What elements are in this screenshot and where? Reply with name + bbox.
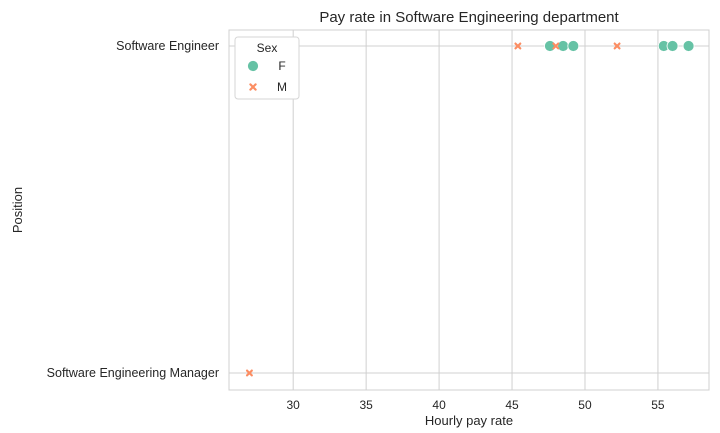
y-category-label: Software Engineer [116, 39, 219, 53]
x-tick-label: 50 [578, 398, 592, 412]
legend-marker-m [249, 83, 257, 91]
data-point-f [666, 40, 679, 52]
data-point-m [245, 369, 253, 377]
data-point-f [567, 40, 580, 52]
legend-label: F [278, 59, 285, 73]
data-point-f [544, 40, 556, 52]
x-tick-label: 55 [651, 398, 665, 412]
y-axis-label: Position [10, 187, 25, 233]
x-tick-label: 30 [287, 398, 301, 412]
x-tick-label: 45 [505, 398, 519, 412]
x-tick-label: 35 [359, 398, 373, 412]
plot-frame [228, 29, 710, 391]
grid [229, 30, 709, 390]
legend-items: FM [247, 59, 287, 94]
y-category-label: Software Engineering Manager [47, 366, 219, 380]
data-point-f [557, 40, 570, 52]
data-point-m [514, 42, 522, 50]
x-tick-label: 40 [432, 398, 446, 412]
legend-marker-f [247, 60, 259, 72]
legend: Sex FM [234, 36, 300, 100]
legend-label: M [277, 80, 287, 94]
x-tick-labels: 30 35 40 45 50 55 [287, 398, 665, 412]
y-category-labels: Software Engineer Software Engineering Ma… [47, 39, 219, 380]
data-point-m [613, 42, 621, 50]
chart-title: Pay rate in Software Engineering departm… [319, 9, 619, 26]
data-point-f [682, 40, 695, 52]
x-axis-label: Hourly pay rate [425, 413, 513, 428]
data-point-m [552, 42, 560, 50]
legend-title: Sex [257, 41, 278, 55]
data-points [245, 40, 695, 377]
